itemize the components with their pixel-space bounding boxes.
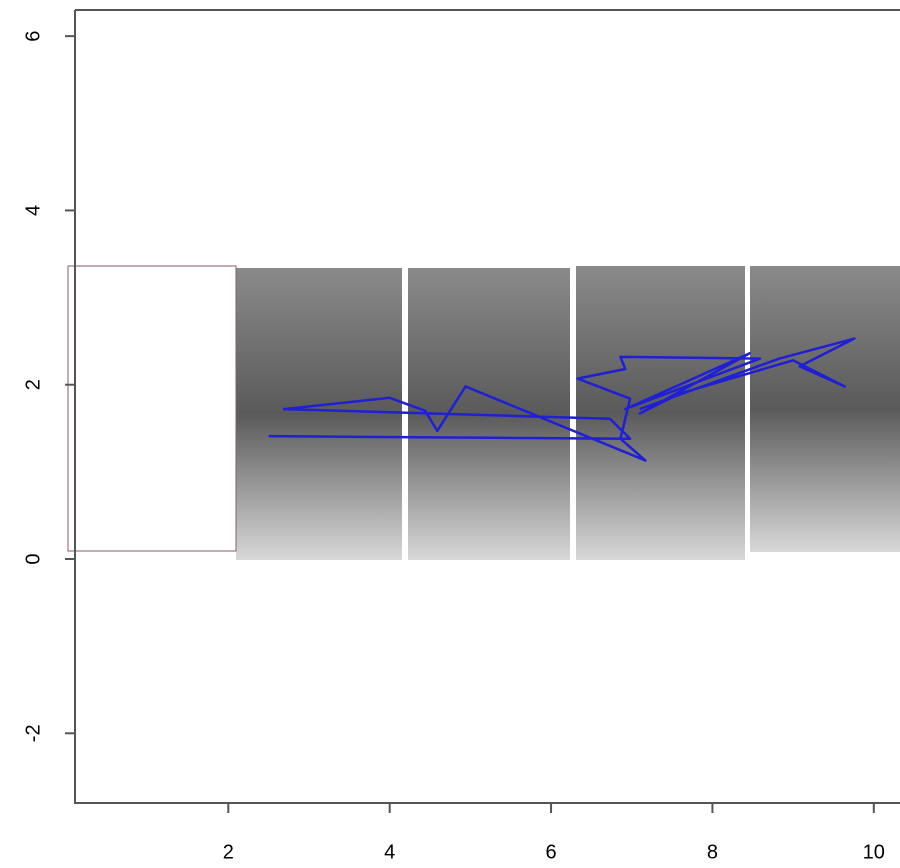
photo-panel [576,266,745,560]
x-tick-label: 2 [223,841,234,863]
x-tick-label: 8 [707,841,718,863]
scanpath-line [268,337,856,462]
blank-panel [67,265,237,552]
photo-panel [750,266,900,552]
photo-panel [236,268,402,560]
y-tick-label: 0 [22,553,44,564]
y-tick-label: 6 [22,31,44,42]
x-tick-label: 6 [545,841,556,863]
y-tick-label: 2 [22,379,44,390]
x-tick-label: 10 [863,841,885,863]
image-strip [67,265,900,560]
y-tick-label: -2 [22,724,44,742]
plot-frame [74,9,900,804]
x-tick-label: 4 [384,841,395,863]
y-tick-label: 4 [22,205,44,216]
